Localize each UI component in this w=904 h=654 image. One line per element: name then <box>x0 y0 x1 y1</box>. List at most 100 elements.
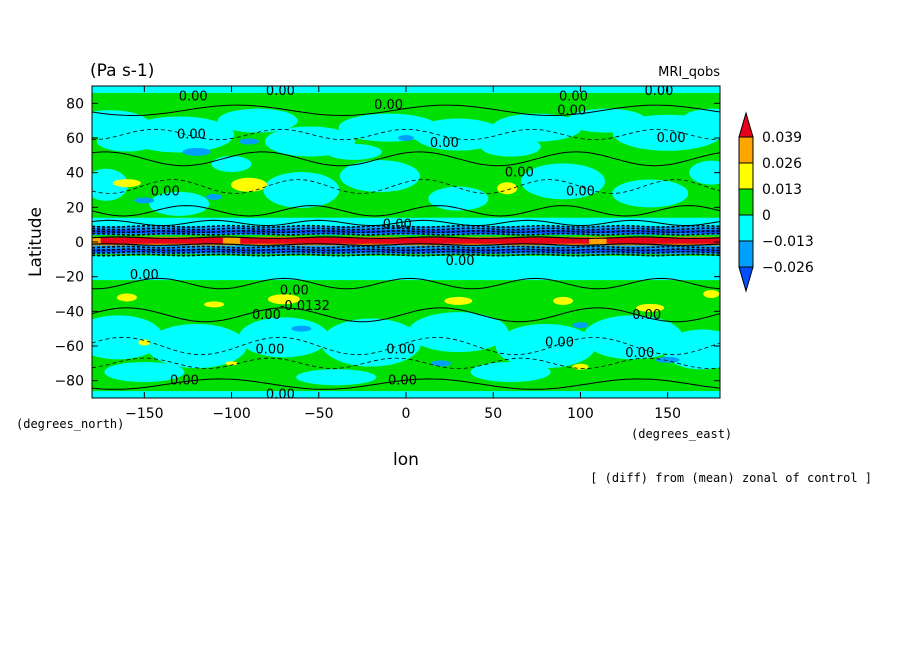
contour-label: 0.00 <box>266 388 295 403</box>
contour-line <box>92 179 720 194</box>
south-equatorial-blue-stripe <box>92 248 720 253</box>
negative-region-s60-9 <box>470 362 551 382</box>
contour-label: 0.00 <box>430 136 459 151</box>
strong-negative-patch-3 <box>134 197 155 204</box>
contour-line <box>92 151 720 167</box>
positive-patch-11 <box>572 363 589 370</box>
y-tick-label: 60 <box>66 131 84 147</box>
contour-label: 0.00 <box>644 84 673 99</box>
colorbar: 0.039 0.026 0.013 0 −0.013 −0.026 <box>738 111 814 293</box>
y-tick-label: 40 <box>66 166 84 182</box>
x-tick-label: 50 <box>484 406 502 422</box>
north-equatorial-blue-stripe <box>92 229 720 234</box>
contour-line <box>92 307 720 323</box>
contour-label: 0.00 <box>386 342 415 357</box>
positive-patch-9 <box>703 290 720 298</box>
negative-region-n30-1 <box>149 191 210 216</box>
colorbar-box <box>738 214 754 242</box>
contour-label: 0.00 <box>179 89 208 104</box>
contour-label: 0.00 <box>130 268 159 283</box>
negative-region-s60-4 <box>408 312 509 353</box>
negative-region-n30-8 <box>211 156 252 172</box>
positive-patch-3 <box>267 294 300 305</box>
positive-patch-2 <box>497 182 518 195</box>
x-tick-label: −50 <box>304 406 334 422</box>
strong-negative-patch-4 <box>206 193 223 200</box>
contour-line <box>92 128 720 141</box>
contour-label: 0.00 <box>374 98 403 113</box>
x-axis: −150 −100 −50 0 50 100 150 <box>125 86 681 422</box>
y-axis: 80 60 40 20 0 −20 −40 −60 −80 <box>54 96 720 390</box>
equatorial-max-segment-2 <box>344 237 468 244</box>
y-tick-label: −80 <box>54 374 84 390</box>
south-tropical-negative-band <box>92 255 720 281</box>
contour-line <box>92 104 720 117</box>
contour-label: 0.00 <box>557 103 586 118</box>
colorbar-arrow-top <box>738 111 754 138</box>
negative-region-n30-4 <box>428 186 489 211</box>
strong-negative-patch-0 <box>182 147 211 156</box>
positive-patch-7 <box>553 296 573 305</box>
negative-region-s60-7 <box>662 329 720 370</box>
contour-line <box>92 205 720 217</box>
y-axis-title: Latitude <box>26 207 46 277</box>
positive-patch-10 <box>138 339 151 346</box>
contour-label: 0.00 <box>280 284 309 299</box>
contour-line <box>92 277 720 290</box>
x-axis-units: (degrees_east) <box>631 427 732 441</box>
negative-region-s60-3 <box>321 318 422 367</box>
negative-region-n60-6 <box>491 113 582 142</box>
x-axis-title: lon <box>393 450 419 470</box>
positive-patch-8 <box>636 303 665 312</box>
positive-patch-5 <box>204 301 225 308</box>
colorbar-label: −0.013 <box>762 234 814 250</box>
contour-label: 0.00 <box>388 374 417 389</box>
positive-patch-6 <box>444 296 473 305</box>
contour-label: 0.00 <box>177 128 206 143</box>
negative-region-n60-2 <box>217 108 298 133</box>
negative-region-s60-10 <box>296 369 377 386</box>
plot-area: 0.00 0.00 0.00 0.00 0.00 0.00 0.00 0.00 0.00 0.00… <box>92 84 720 403</box>
footnote: [ (diff) from (mean) zonal of control ] <box>590 471 872 485</box>
negative-region-n60-12 <box>325 143 382 160</box>
strong-negative-patch-2 <box>398 135 414 141</box>
x-tick-label: 0 <box>402 406 411 422</box>
chart-title: (Pa s-1) <box>90 61 154 81</box>
contour-label: 0.00 <box>255 342 284 357</box>
contour-line <box>92 336 720 356</box>
positive-patch-12 <box>225 361 238 366</box>
x-tick-label: 100 <box>567 406 594 422</box>
strong-negative-patch-8 <box>291 325 312 332</box>
negative-region-s60-5 <box>495 324 596 368</box>
colorbar-arrow-bottom <box>738 266 754 293</box>
colorbar-label: −0.026 <box>762 260 814 276</box>
contour-line <box>92 357 720 369</box>
contour-label: 0.00 <box>559 89 588 104</box>
contour-label: 0.00 <box>505 166 534 181</box>
negative-region-s60-8 <box>104 362 185 382</box>
equatorial-max-segment-0 <box>100 237 223 244</box>
x-tick-label: −150 <box>125 406 163 422</box>
contour-label: 0.00 <box>383 218 412 233</box>
y-tick-label: 20 <box>66 200 84 216</box>
negative-region-s60-1 <box>146 324 247 368</box>
strong-negative-patch-7 <box>655 356 680 363</box>
contour-line <box>92 219 720 226</box>
x-tick-label: 150 <box>654 406 681 422</box>
negative-region-n60-9 <box>681 108 720 133</box>
contour-label: 0.00 <box>625 346 654 361</box>
colorbar-box <box>738 240 754 268</box>
colorbar-box <box>738 136 754 164</box>
chart-subtitle: MRI_qobs <box>658 65 720 80</box>
contour-label: 0.00 <box>545 336 574 351</box>
contour-line <box>92 378 720 390</box>
strong-negative-patch-1 <box>239 138 259 145</box>
strong-negative-patch-6 <box>430 360 451 367</box>
negative-region-n60-10 <box>96 131 157 152</box>
contour-label: 0.00 <box>566 185 595 200</box>
y-axis-units: (degrees_north) <box>16 417 124 431</box>
equatorial-max-segment-1 <box>240 237 363 244</box>
y-tick-label: −20 <box>54 270 84 286</box>
negative-region-n30-2 <box>263 172 340 208</box>
